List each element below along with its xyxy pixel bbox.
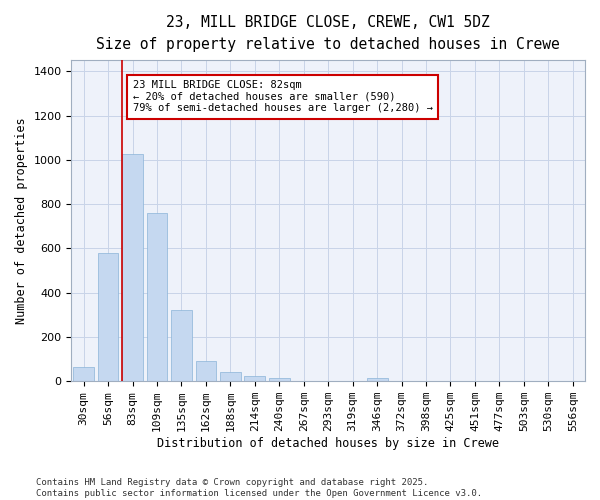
- X-axis label: Distribution of detached houses by size in Crewe: Distribution of detached houses by size …: [157, 437, 499, 450]
- Bar: [367, 378, 388, 381]
- Title: 23, MILL BRIDGE CLOSE, CREWE, CW1 5DZ
Size of property relative to detached hous: 23, MILL BRIDGE CLOSE, CREWE, CW1 5DZ Si…: [97, 15, 560, 52]
- Bar: [220, 372, 241, 381]
- Bar: [146, 213, 167, 381]
- Bar: [122, 154, 143, 381]
- Bar: [196, 362, 217, 381]
- Text: Contains HM Land Registry data © Crown copyright and database right 2025.
Contai: Contains HM Land Registry data © Crown c…: [36, 478, 482, 498]
- Bar: [171, 310, 192, 381]
- Bar: [244, 376, 265, 381]
- Bar: [73, 367, 94, 381]
- Bar: [269, 378, 290, 381]
- Bar: [98, 253, 118, 381]
- Y-axis label: Number of detached properties: Number of detached properties: [15, 118, 28, 324]
- Text: 23 MILL BRIDGE CLOSE: 82sqm
← 20% of detached houses are smaller (590)
79% of se: 23 MILL BRIDGE CLOSE: 82sqm ← 20% of det…: [133, 80, 433, 114]
